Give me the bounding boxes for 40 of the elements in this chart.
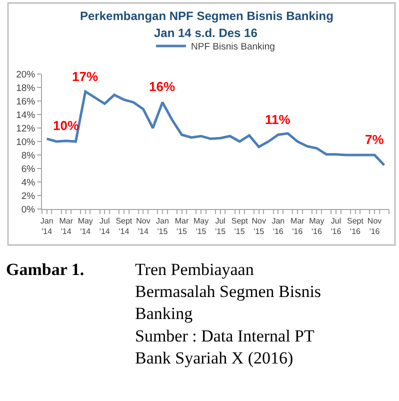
- x-tick-label: Mar '14: [59, 216, 74, 236]
- legend-label: NPF Bisnis Banking: [191, 42, 275, 53]
- x-tick-label: Sept '16: [347, 216, 364, 236]
- x-tick-label: Jul '16: [330, 216, 342, 236]
- y-tick-label: 18%: [16, 82, 36, 94]
- x-tick-label: Sept '15: [231, 216, 249, 236]
- line-series: [46, 90, 386, 166]
- annotation: 7%: [365, 132, 384, 147]
- x-tick-label: Nov '14: [136, 216, 150, 236]
- x-tick-label: Sept '14: [116, 216, 133, 236]
- chart-subtitle: Jan 14 s.d. Des 16: [154, 26, 258, 40]
- y-tick-label: 6%: [21, 164, 36, 175]
- annotation: 17%: [72, 69, 98, 84]
- annotation: 16%: [149, 79, 176, 94]
- x-tick-label: May '16: [309, 216, 324, 236]
- y-tick-label: 10%: [16, 136, 36, 148]
- y-tick-label: 14%: [16, 110, 36, 121]
- x-tick-label: Mar '16: [290, 216, 305, 236]
- text: Tren Pembiayaan Bermasalah Segmen Bisnis Banking: [135, 260, 322, 324]
- x-tick-label: Nov '16: [367, 216, 382, 236]
- y-tick-label: 0%: [21, 204, 36, 216]
- y-tick-label: 20%: [16, 69, 36, 80]
- x-tick-label: May '14: [78, 216, 93, 236]
- text: Gambar 1.: [6, 260, 84, 279]
- x-tick-label: Nov '15: [252, 216, 266, 236]
- y-tick-label: 2%: [21, 190, 36, 202]
- x-tick-label: Jan '14: [40, 216, 54, 236]
- x-tick-label: Jul '14: [99, 216, 110, 236]
- x-tick-label: Jan '15: [156, 216, 169, 236]
- annotation: 11%: [265, 112, 291, 127]
- y-tick-label: 16%: [16, 96, 36, 108]
- y-tick-label: 8%: [21, 150, 36, 162]
- y-tick-label: 12%: [16, 123, 36, 134]
- x-tick-label: Jul '15: [215, 216, 226, 236]
- x-tick-label: May '15: [193, 216, 209, 236]
- y-tick-label: 4%: [21, 177, 36, 188]
- text: Sumber : Data Internal PT Bank Syariah X (2016): [135, 326, 316, 368]
- x-tick-label: Jan '16: [272, 216, 285, 236]
- x-tick-label: Mar '15: [174, 216, 189, 236]
- chart-title: Perkembangan NPF Segmen Bisnis Banking: [80, 9, 334, 23]
